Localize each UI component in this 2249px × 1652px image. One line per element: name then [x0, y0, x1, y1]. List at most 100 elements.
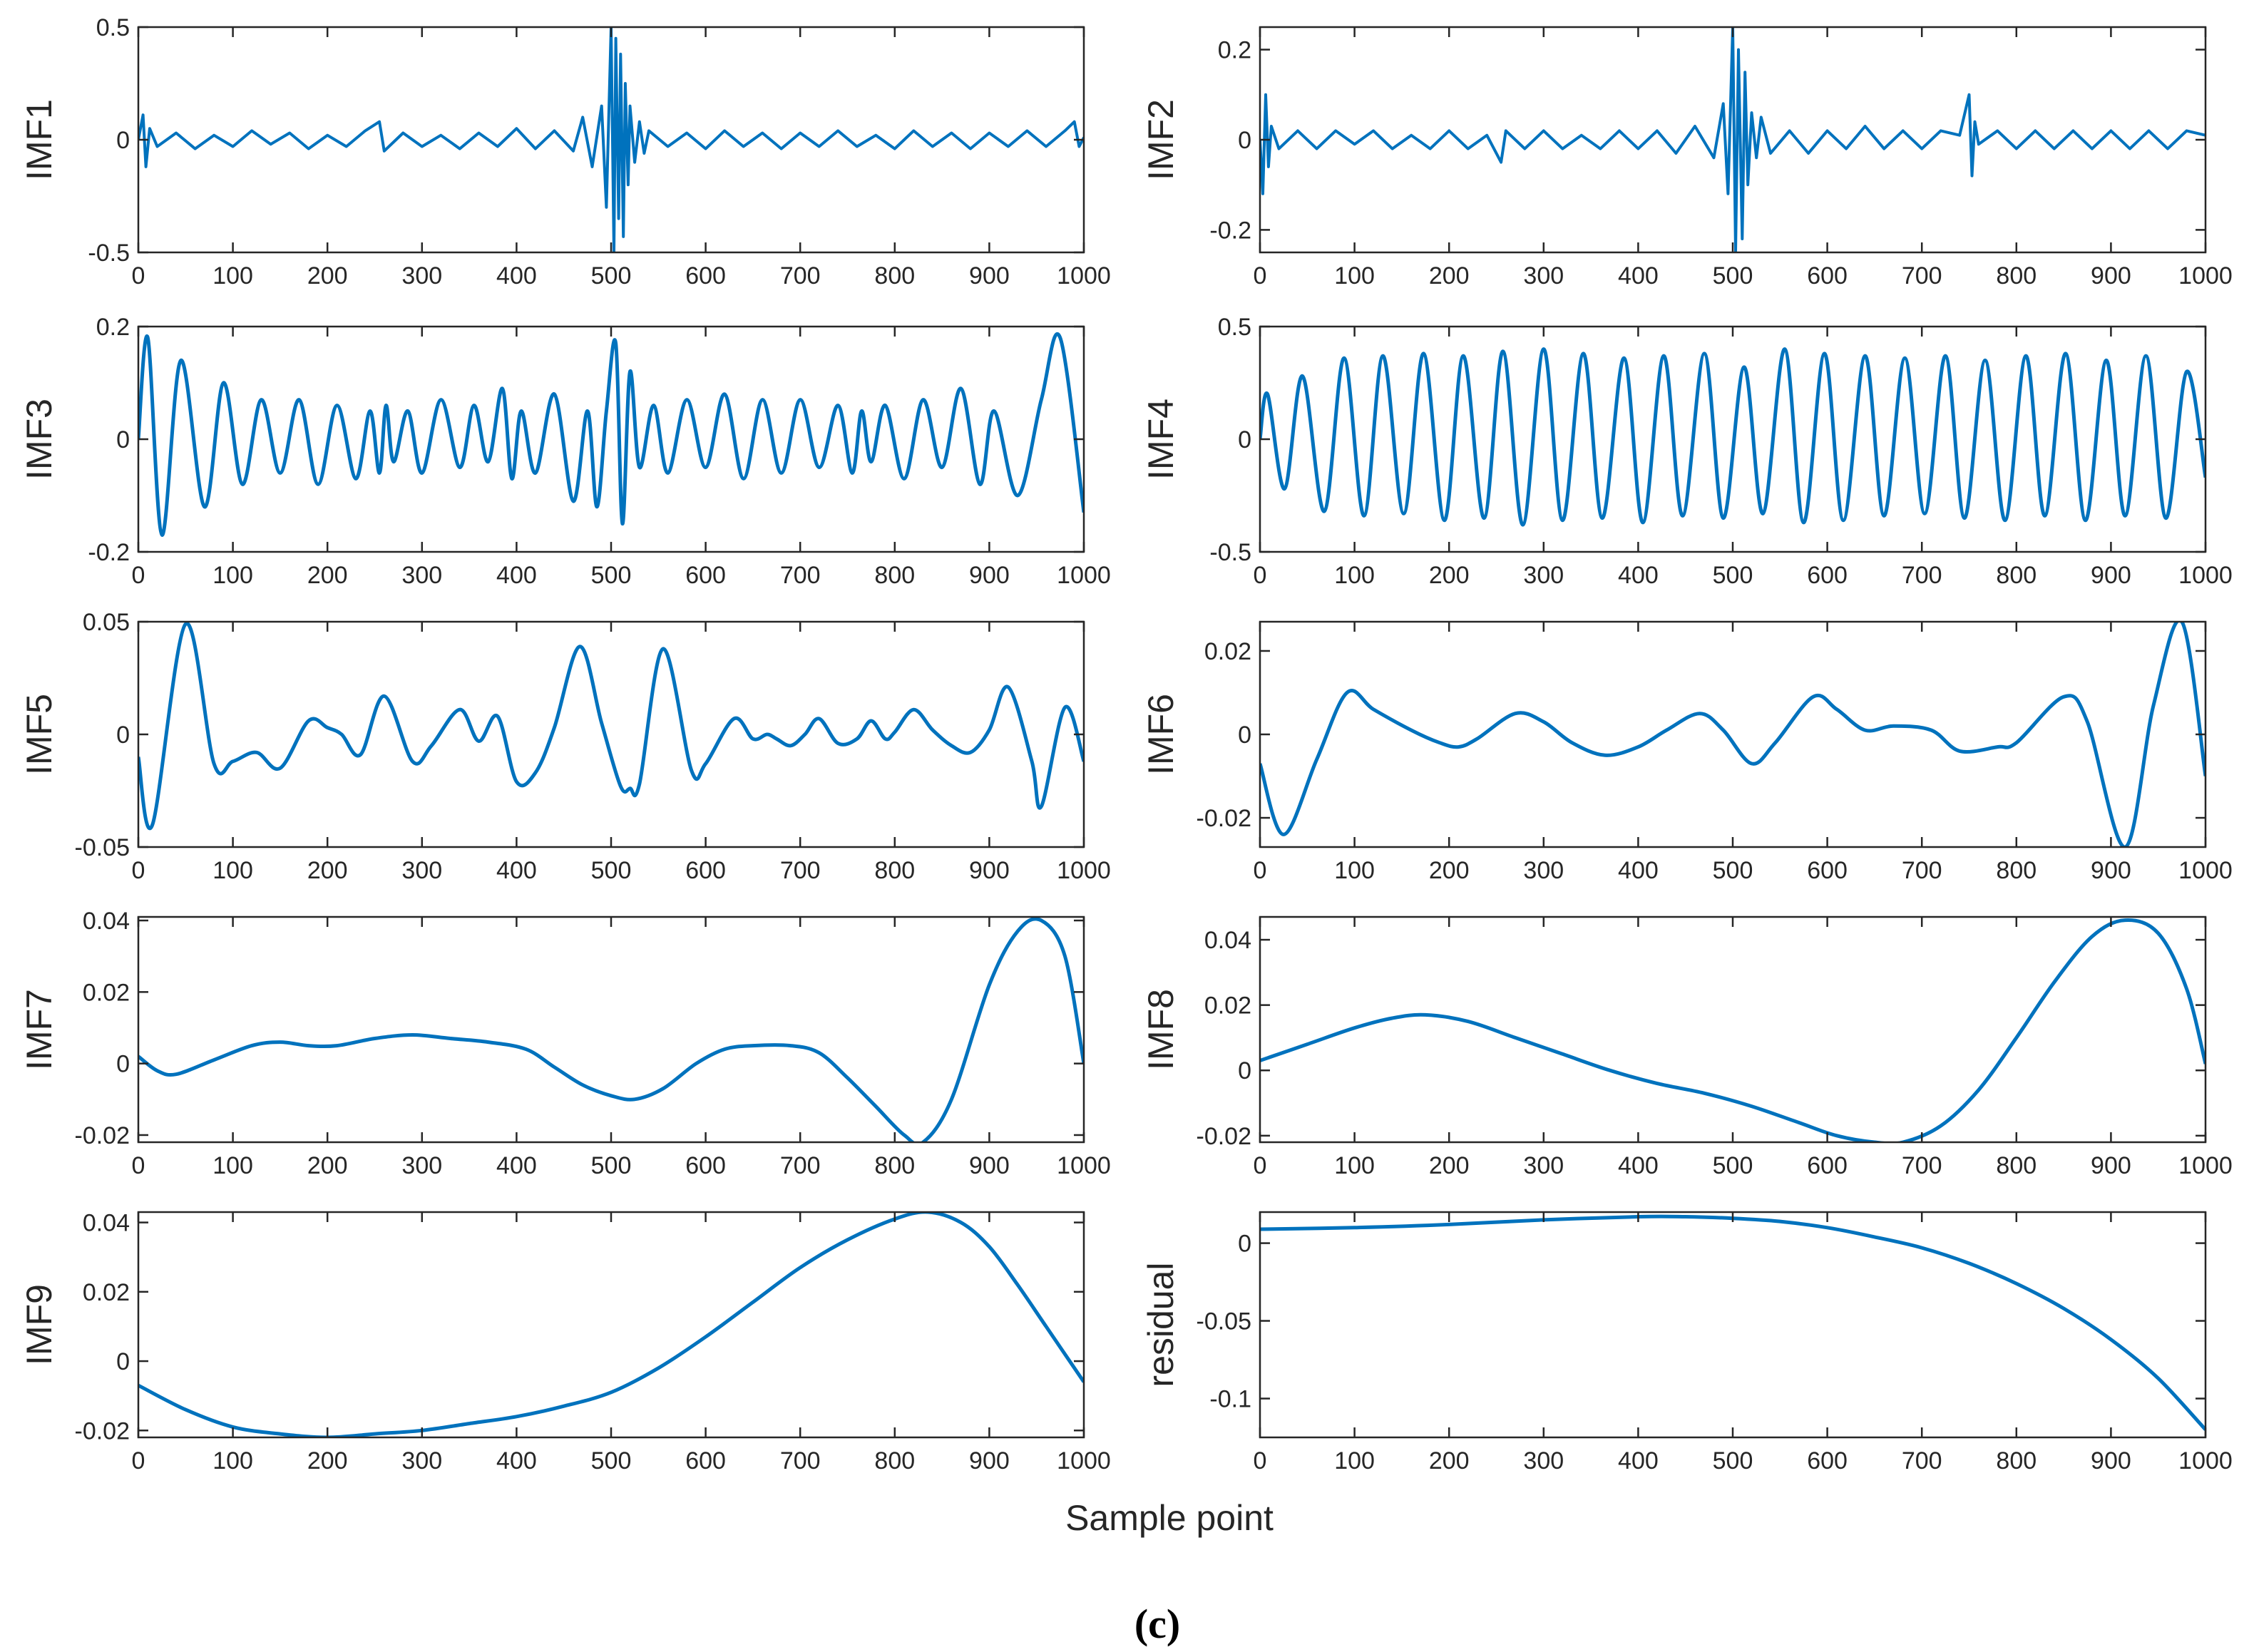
y-tick-label-imf8-0: -0.02 [1197, 1123, 1252, 1150]
y-tick-label-imf7-1: 0 [116, 1051, 130, 1078]
x-tick-label-imf2-10: 1000 [2178, 262, 2233, 289]
x-tick-label-imf9-2: 200 [307, 1447, 348, 1474]
x-tick-label-imf6-9: 900 [2091, 857, 2131, 884]
y-tick-label-imf7-3: 0.04 [83, 908, 130, 935]
x-tick-label-imf8-3: 300 [1523, 1152, 1564, 1179]
x-tick-label-imf8-0: 0 [1254, 1152, 1267, 1179]
y-axis-label-imf4: IMF4 [1141, 399, 1181, 480]
x-tick-label-imf5-0: 0 [132, 857, 145, 884]
subplot-imf9: 0 100 200 300 400 500 600 700 800 900 1000-0.0200.… [19, 1210, 1111, 1474]
axes-box-imf6 [1259, 620, 2207, 848]
y-axis-label-imf1: IMF1 [19, 99, 59, 180]
x-tick-label-imf2-4: 400 [1618, 262, 1659, 289]
x-tick-label-imf5-9: 900 [969, 857, 1010, 884]
x-tick-label-imf1-1: 100 [212, 262, 253, 289]
y-tick-label-imf3-0: -0.2 [88, 539, 130, 566]
x-tick-label-imf6-10: 1000 [2178, 857, 2233, 884]
x-tick-label-imf3-4: 400 [496, 562, 537, 589]
x-tick-label-imf2-8: 800 [1996, 262, 2037, 289]
y-axis-label-imf6: IMF6 [1141, 694, 1181, 775]
y-tick-label-imf1-1: 0 [116, 127, 130, 154]
series-line-residual [1260, 1214, 2206, 1431]
y-tick-label-imf9-0: -0.02 [75, 1417, 130, 1445]
x-tick-label-imf6-5: 500 [1713, 857, 1753, 884]
y-tick-label-imf4-1: 0 [1238, 426, 1251, 453]
x-tick-label-imf6-7: 700 [1902, 857, 1942, 884]
series-line-imf3 [138, 332, 1084, 537]
x-tick-label-imf4-8: 800 [1996, 562, 2037, 589]
x-tick-label-imf8-8: 800 [1996, 1152, 2037, 1179]
x-tick-label-imf3-8: 800 [874, 562, 915, 589]
series-line-imf5 [138, 622, 1084, 831]
axes-box-imf5 [137, 620, 1085, 848]
subplot-imf2: 0 100 200 300 400 500 600 700 800 900 1000-0.200.2… [1141, 26, 2233, 289]
x-tick-label-imf2-3: 300 [1523, 262, 1564, 289]
x-tick-label-residual-2: 200 [1429, 1447, 1470, 1474]
y-axis-label-imf2: IMF2 [1141, 99, 1181, 180]
x-tick-label-imf9-10: 1000 [1057, 1447, 1111, 1474]
y-tick-label-residual-2: 0 [1238, 1231, 1251, 1258]
x-tick-label-imf9-1: 100 [212, 1447, 253, 1474]
series-line-imf4 [1260, 347, 2206, 527]
x-tick-label-residual-0: 0 [1254, 1447, 1267, 1474]
x-tick-label-imf2-2: 200 [1429, 262, 1470, 289]
x-tick-label-imf4-5: 500 [1713, 562, 1753, 589]
x-tick-label-imf3-0: 0 [132, 562, 145, 589]
x-tick-label-imf1-5: 500 [591, 262, 632, 289]
x-tick-label-imf4-2: 200 [1429, 562, 1470, 589]
y-axis-label-imf3: IMF3 [19, 399, 59, 480]
y-tick-label-imf4-0: -0.5 [1209, 539, 1251, 566]
x-tick-label-imf4-10: 1000 [2178, 562, 2233, 589]
y-tick-label-imf6-0: -0.02 [1197, 805, 1252, 832]
y-tick-label-imf8-1: 0 [1238, 1057, 1251, 1084]
y-tick-label-imf9-3: 0.04 [83, 1210, 130, 1237]
x-tick-label-imf1-7: 700 [780, 262, 821, 289]
x-tick-label-imf4-4: 400 [1618, 562, 1659, 589]
y-tick-label-imf2-0: -0.2 [1209, 217, 1251, 244]
x-tick-label-imf7-9: 900 [969, 1152, 1010, 1179]
x-tick-label-imf6-6: 600 [1807, 857, 1848, 884]
x-tick-label-imf3-2: 200 [307, 562, 348, 589]
y-tick-label-imf8-3: 0.04 [1204, 927, 1251, 954]
subplot-imf8: 0 100 200 300 400 500 600 700 800 900 1000-0.0200.… [1141, 915, 2233, 1179]
x-tick-label-imf9-5: 500 [591, 1447, 632, 1474]
x-tick-label-imf5-5: 500 [591, 857, 632, 884]
x-tick-label-imf6-4: 400 [1618, 857, 1659, 884]
x-tick-label-residual-1: 100 [1334, 1447, 1375, 1474]
y-axis-label-imf8: IMF8 [1141, 989, 1181, 1070]
subplot-imf4: 0 100 200 300 400 500 600 700 800 900 1000-0.500.5… [1141, 314, 2233, 589]
subplot-residual: 0 100 200 300 400 500 600 700 800 900 1000 -0.1 -0.0… [1141, 1211, 2233, 1474]
x-tick-label-imf1-0: 0 [132, 262, 145, 289]
x-tick-label-imf2-7: 700 [1902, 262, 1942, 289]
x-tick-label-imf9-0: 0 [132, 1447, 145, 1474]
series-line-imf1 [138, 27, 1084, 252]
x-tick-label-imf2-5: 500 [1713, 262, 1753, 289]
x-tick-label-imf8-6: 600 [1807, 1152, 1848, 1179]
x-tick-label-imf5-10: 1000 [1057, 857, 1111, 884]
x-tick-label-imf9-9: 900 [969, 1447, 1010, 1474]
x-tick-label-imf2-9: 900 [2091, 262, 2131, 289]
subplot-grid: 0 100 200 300 400 500 600 700 800 900 1000-0.500.5… [19, 14, 2233, 1474]
subplot-imf1: 0 100 200 300 400 500 600 700 800 900 1000-0.500.5… [19, 14, 1111, 289]
x-tick-label-imf8-2: 200 [1429, 1152, 1470, 1179]
y-axis-label-imf7: IMF7 [19, 989, 59, 1070]
x-tick-label-residual-8: 800 [1996, 1447, 2037, 1474]
x-tick-label-imf7-7: 700 [780, 1152, 821, 1179]
x-tick-label-imf7-3: 300 [401, 1152, 442, 1179]
subplot-imf7: 0 100 200 300 400 500 600 700 800 900 1000-0.0200.… [19, 908, 1111, 1179]
figure-caption: (c) [1134, 1601, 1180, 1647]
y-tick-label-imf8-2: 0.02 [1204, 992, 1251, 1020]
x-tick-label-imf7-5: 500 [591, 1152, 632, 1179]
y-tick-label-imf5-0: -0.05 [75, 834, 130, 861]
y-tick-label-imf5-2: 0.05 [83, 609, 130, 636]
x-tick-label-imf7-6: 600 [685, 1152, 726, 1179]
subplot-imf3: 0 100 200 300 400 500 600 700 800 900 1000-0.200.2… [19, 314, 1111, 589]
x-tick-label-imf9-4: 400 [496, 1447, 537, 1474]
x-tick-label-residual-9: 900 [2091, 1447, 2131, 1474]
x-tick-label-imf1-3: 300 [401, 262, 442, 289]
y-tick-label-imf7-2: 0.02 [83, 979, 130, 1006]
y-tick-label-imf1-2: 0.5 [96, 14, 130, 41]
x-tick-label-imf9-6: 600 [685, 1447, 726, 1474]
x-tick-label-residual-4: 400 [1618, 1447, 1659, 1474]
